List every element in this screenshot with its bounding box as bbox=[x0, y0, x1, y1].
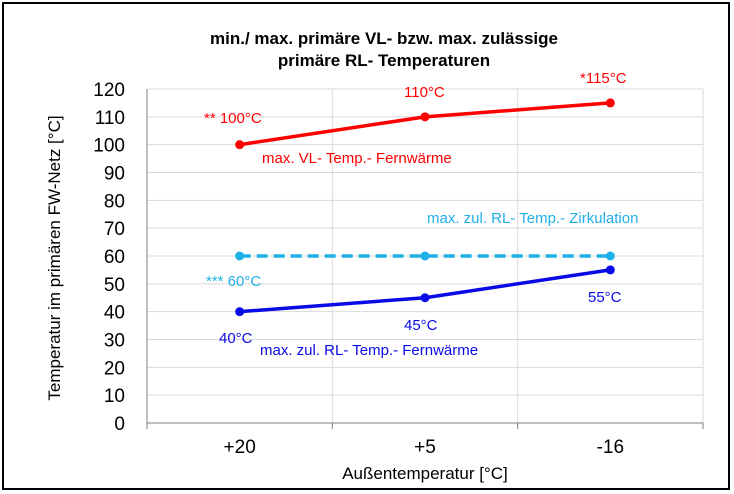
series bbox=[235, 98, 615, 317]
x-axis-label: Außentemperatur [°C] bbox=[342, 464, 508, 483]
x-tick-label: +5 bbox=[414, 437, 436, 458]
y-tick-label: 70 bbox=[104, 219, 125, 240]
y-tick-label: 50 bbox=[104, 275, 125, 296]
data-point-zirk bbox=[605, 251, 615, 261]
annotation-zirk-series: max. zul. RL- Temp.- Zirkulation bbox=[427, 210, 638, 227]
chart-title-line1: min./ max. primäre VL- bzw. max. zulässi… bbox=[210, 29, 558, 48]
series-line-rl bbox=[239, 268, 611, 314]
y-tick-label: 80 bbox=[104, 191, 125, 212]
y-tick-label: 0 bbox=[114, 414, 125, 435]
y-tick-label: 30 bbox=[104, 331, 125, 352]
data-point-vl bbox=[235, 140, 245, 150]
data-label-rl-3: 55°C bbox=[588, 289, 622, 306]
x-tick-label: -16 bbox=[597, 437, 624, 458]
y-tick-label: 100 bbox=[93, 136, 125, 157]
series-line-vl bbox=[239, 101, 611, 147]
data-label-rl-1: 40°C bbox=[219, 330, 253, 347]
x-tick-labels: +20 +5 -16 bbox=[224, 437, 625, 458]
y-tick-label: 20 bbox=[104, 358, 125, 379]
axes bbox=[146, 89, 704, 429]
y-tick-label: 90 bbox=[104, 164, 125, 185]
data-label-vl-2: 110°C bbox=[404, 84, 445, 101]
y-tick-label: 60 bbox=[104, 247, 125, 268]
data-point-vl bbox=[605, 98, 615, 108]
data-point-rl bbox=[235, 307, 245, 317]
data-point-zirk bbox=[235, 251, 245, 261]
annotation-rl-series: max. zul. RL- Temp.- Fernwärme bbox=[260, 342, 478, 359]
chart-frame bbox=[2, 2, 730, 490]
data-label-rl-2: 45°C bbox=[404, 317, 438, 334]
y-tick-label: 120 bbox=[93, 80, 125, 101]
y-axis-label: Temperatur im primären FW-Netz [°C] bbox=[45, 115, 64, 400]
data-point-vl bbox=[420, 112, 430, 122]
y-tick-label: 10 bbox=[104, 386, 125, 407]
data-point-rl bbox=[420, 293, 430, 303]
chart-title-line2: primäre RL- Temperaturen bbox=[278, 51, 490, 70]
data-point-zirk bbox=[420, 251, 430, 261]
data-label-vl-3: *115°C bbox=[580, 70, 627, 87]
x-tick-label: +20 bbox=[224, 437, 256, 458]
data-point-rl bbox=[605, 265, 615, 275]
y-tick-label: 40 bbox=[104, 303, 125, 324]
y-tick-label: 110 bbox=[95, 108, 125, 129]
data-label-vl-1: ** 100°C bbox=[204, 110, 262, 127]
y-tick-labels: 0 10 20 30 40 50 60 70 80 90 100 110 120 bbox=[93, 80, 125, 435]
data-label-zirk-1: *** 60°C bbox=[206, 273, 261, 290]
annotation-vl-series: max. VL- Temp.- Fernwärme bbox=[262, 150, 452, 167]
